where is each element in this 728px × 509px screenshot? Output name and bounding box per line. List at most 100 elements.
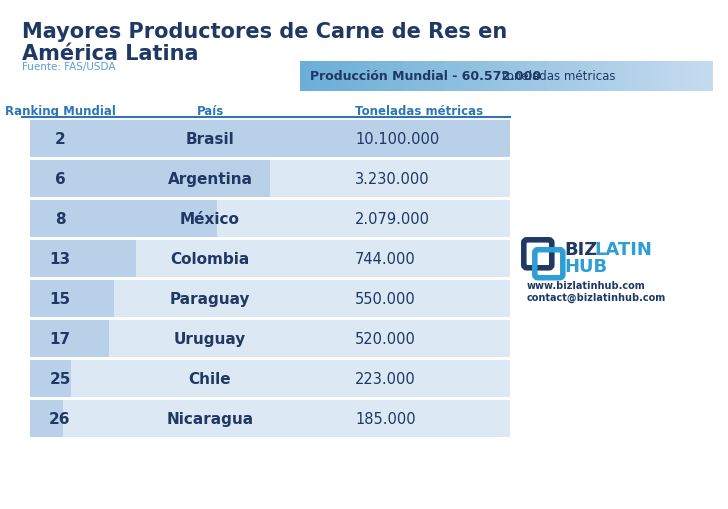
FancyBboxPatch shape <box>30 241 135 277</box>
FancyBboxPatch shape <box>486 62 494 92</box>
FancyBboxPatch shape <box>300 62 308 92</box>
FancyBboxPatch shape <box>30 121 510 158</box>
FancyBboxPatch shape <box>30 400 63 437</box>
FancyBboxPatch shape <box>616 62 624 92</box>
Text: 744.000: 744.000 <box>355 251 416 267</box>
Text: Paraguay: Paraguay <box>170 292 250 306</box>
FancyBboxPatch shape <box>622 62 630 92</box>
Text: Uruguay: Uruguay <box>174 331 246 346</box>
FancyBboxPatch shape <box>30 201 510 238</box>
FancyBboxPatch shape <box>540 62 548 92</box>
Text: 17: 17 <box>50 331 71 346</box>
FancyBboxPatch shape <box>368 62 376 92</box>
FancyBboxPatch shape <box>376 62 384 92</box>
FancyBboxPatch shape <box>554 62 562 92</box>
FancyBboxPatch shape <box>492 62 500 92</box>
FancyBboxPatch shape <box>636 62 644 92</box>
FancyBboxPatch shape <box>355 62 363 92</box>
FancyBboxPatch shape <box>657 62 665 92</box>
FancyBboxPatch shape <box>30 320 109 357</box>
Text: América Latina: América Latina <box>22 44 199 64</box>
FancyBboxPatch shape <box>705 62 713 92</box>
Text: contact@bizlatinhub.com: contact@bizlatinhub.com <box>527 292 666 302</box>
Text: Producción Mundial - 60.572.000: Producción Mundial - 60.572.000 <box>310 70 541 83</box>
FancyBboxPatch shape <box>451 62 459 92</box>
FancyBboxPatch shape <box>630 62 638 92</box>
FancyBboxPatch shape <box>534 62 542 92</box>
Text: Fuente: FAS/USDA: Fuente: FAS/USDA <box>22 62 116 72</box>
FancyBboxPatch shape <box>30 360 510 397</box>
Text: Chile: Chile <box>189 371 232 386</box>
FancyBboxPatch shape <box>430 62 438 92</box>
Text: País: País <box>197 105 223 118</box>
FancyBboxPatch shape <box>644 62 652 92</box>
FancyBboxPatch shape <box>30 241 510 277</box>
Text: 6: 6 <box>55 172 66 187</box>
FancyBboxPatch shape <box>499 62 507 92</box>
FancyBboxPatch shape <box>698 62 706 92</box>
FancyBboxPatch shape <box>30 400 510 437</box>
Text: Brasil: Brasil <box>186 132 234 147</box>
FancyBboxPatch shape <box>609 62 617 92</box>
FancyBboxPatch shape <box>334 62 342 92</box>
FancyBboxPatch shape <box>472 62 480 92</box>
Text: Colombia: Colombia <box>170 251 250 267</box>
FancyBboxPatch shape <box>602 62 610 92</box>
FancyBboxPatch shape <box>403 62 411 92</box>
FancyBboxPatch shape <box>458 62 466 92</box>
FancyBboxPatch shape <box>692 62 700 92</box>
FancyBboxPatch shape <box>574 62 582 92</box>
FancyBboxPatch shape <box>582 62 590 92</box>
FancyBboxPatch shape <box>464 62 472 92</box>
FancyBboxPatch shape <box>30 320 510 357</box>
FancyBboxPatch shape <box>314 62 322 92</box>
FancyBboxPatch shape <box>526 62 534 92</box>
FancyBboxPatch shape <box>670 62 678 92</box>
FancyBboxPatch shape <box>438 62 446 92</box>
Text: 2: 2 <box>55 132 66 147</box>
FancyBboxPatch shape <box>561 62 569 92</box>
FancyBboxPatch shape <box>382 62 390 92</box>
Text: 223.000: 223.000 <box>355 371 416 386</box>
FancyBboxPatch shape <box>410 62 418 92</box>
FancyBboxPatch shape <box>320 62 328 92</box>
FancyBboxPatch shape <box>650 62 658 92</box>
Text: Ranking Mundial: Ranking Mundial <box>4 105 116 118</box>
FancyBboxPatch shape <box>596 62 603 92</box>
FancyBboxPatch shape <box>547 62 555 92</box>
Text: Nicaragua: Nicaragua <box>167 411 253 426</box>
Text: 15: 15 <box>50 292 71 306</box>
FancyBboxPatch shape <box>588 62 596 92</box>
FancyBboxPatch shape <box>389 62 397 92</box>
FancyBboxPatch shape <box>678 62 686 92</box>
Text: 26: 26 <box>50 411 71 426</box>
FancyBboxPatch shape <box>341 62 349 92</box>
FancyBboxPatch shape <box>30 201 217 238</box>
FancyBboxPatch shape <box>30 161 270 197</box>
Text: HUB: HUB <box>564 258 607 275</box>
FancyBboxPatch shape <box>444 62 452 92</box>
Text: LATIN: LATIN <box>594 241 652 259</box>
FancyBboxPatch shape <box>30 121 510 158</box>
FancyBboxPatch shape <box>30 280 510 318</box>
FancyBboxPatch shape <box>513 62 521 92</box>
Text: Mayores Productores de Carne de Res en: Mayores Productores de Carne de Res en <box>22 22 507 42</box>
FancyBboxPatch shape <box>348 62 356 92</box>
FancyBboxPatch shape <box>30 161 510 197</box>
FancyBboxPatch shape <box>568 62 576 92</box>
FancyBboxPatch shape <box>520 62 528 92</box>
FancyBboxPatch shape <box>424 62 432 92</box>
Text: 25: 25 <box>50 371 71 386</box>
Text: 2.079.000: 2.079.000 <box>355 212 430 227</box>
Text: 8: 8 <box>55 212 66 227</box>
FancyBboxPatch shape <box>664 62 672 92</box>
Text: www.bizlatinhub.com: www.bizlatinhub.com <box>527 280 646 291</box>
Text: Argentina: Argentina <box>167 172 253 187</box>
Text: 10.100.000: 10.100.000 <box>355 132 439 147</box>
Text: 3.230.000: 3.230.000 <box>355 172 430 187</box>
FancyBboxPatch shape <box>396 62 404 92</box>
FancyBboxPatch shape <box>506 62 514 92</box>
FancyBboxPatch shape <box>307 62 314 92</box>
FancyBboxPatch shape <box>30 360 71 397</box>
Text: BIZ: BIZ <box>564 241 597 259</box>
